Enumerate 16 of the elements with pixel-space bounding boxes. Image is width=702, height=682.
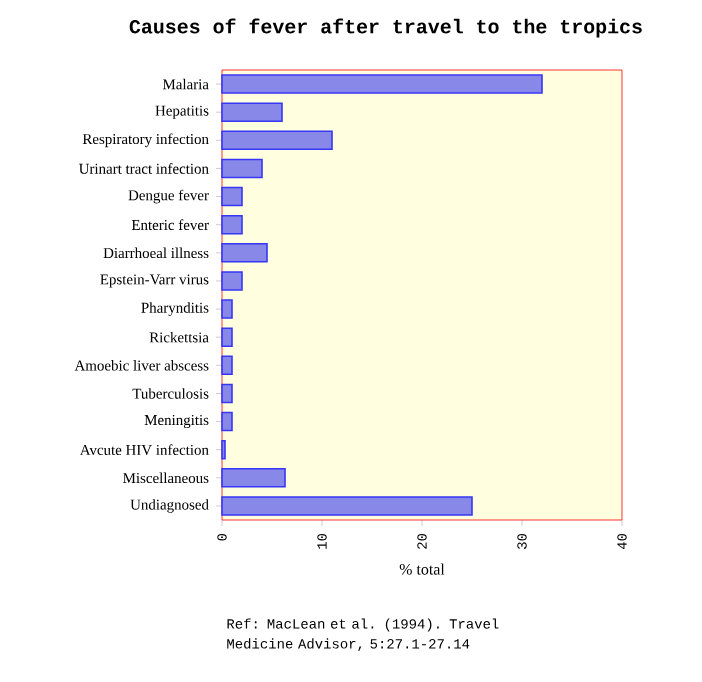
bar: [221, 411, 233, 432]
bar: [221, 74, 543, 94]
chart-title: Causes of fever after travel to the tropics: [129, 18, 642, 38]
bar: [221, 186, 243, 207]
bar: [221, 130, 333, 151]
bar: [221, 271, 243, 291]
bar: [221, 468, 286, 488]
bar: [221, 327, 233, 347]
bar: [221, 355, 233, 376]
bar: [221, 214, 243, 235]
bar: [221, 299, 233, 319]
bar: [221, 383, 233, 404]
bar: [221, 102, 283, 122]
bar: [221, 158, 263, 179]
bar: [221, 496, 473, 516]
bar: [221, 243, 268, 263]
